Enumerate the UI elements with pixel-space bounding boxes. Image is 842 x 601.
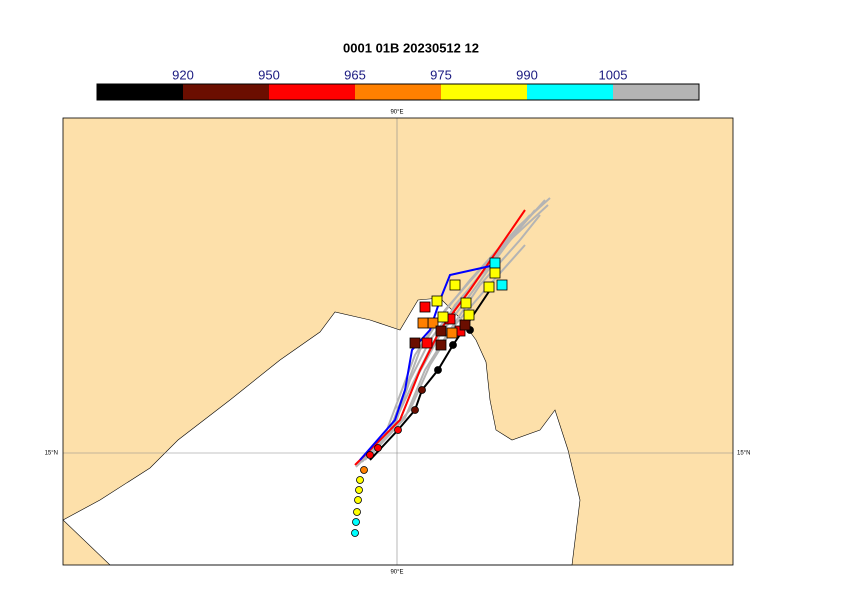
lat-label-left: 15°N	[45, 451, 58, 457]
colorbar-swatch	[269, 84, 355, 100]
colorbar-label: 920	[172, 67, 194, 82]
colorbar-label: 1005	[599, 67, 628, 82]
track-red	[354, 209, 526, 466]
observed-points	[351, 326, 474, 537]
colorbar-label: 965	[344, 67, 366, 82]
colorbar-swatch	[97, 84, 183, 100]
map: 90°E 90°E 15°N 15°N	[45, 110, 751, 576]
title: 0001 01B 20230512 12	[343, 40, 479, 55]
colorbar-swatch	[441, 84, 527, 100]
colorbar-frame	[96, 83, 700, 101]
colorbar-label: 950	[258, 67, 280, 82]
map-frame	[62, 117, 734, 566]
colorbar-label: 990	[516, 67, 538, 82]
forecast-points	[409, 257, 508, 351]
colorbar-swatch	[355, 84, 441, 100]
lon-label-bottom: 90°E	[390, 570, 403, 576]
lon-label-top: 90°E	[390, 110, 403, 116]
colorbar-label: 975	[430, 67, 452, 82]
colorbar-swatch	[527, 84, 613, 100]
track-blue	[359, 264, 496, 461]
lat-label-right: 15°N	[737, 451, 750, 457]
colorbar-swatch	[183, 84, 269, 100]
colorbar-swatch	[613, 84, 699, 100]
colorbar: 920 950 965 975 990 1005	[96, 67, 700, 101]
